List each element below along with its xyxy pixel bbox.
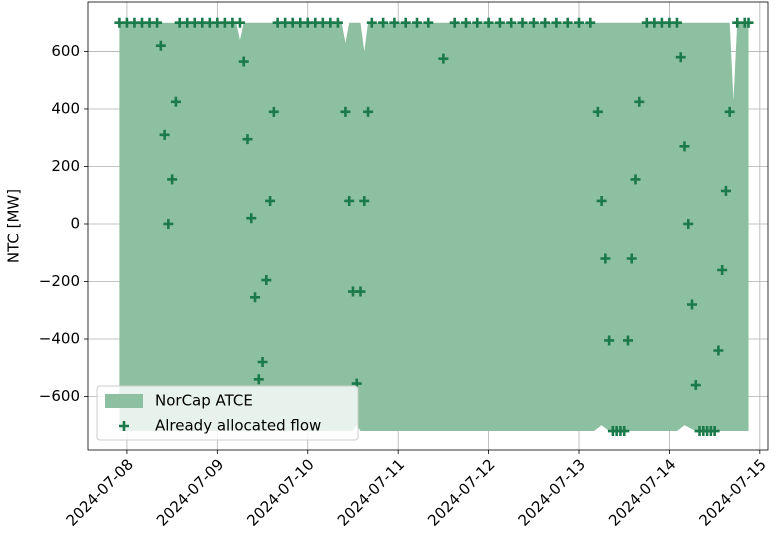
marker [506, 17, 517, 28]
x-tick-label: 2024-07-13 [515, 455, 589, 529]
legend-swatch [105, 394, 143, 408]
marker [585, 17, 596, 28]
legend-marker [119, 421, 129, 431]
marker [724, 106, 735, 117]
marker [483, 17, 494, 28]
marker [600, 253, 611, 264]
x-tick-label: 2024-07-08 [63, 455, 137, 529]
y-tick-label: 200 [51, 157, 80, 175]
x-tick-label: 2024-07-09 [153, 455, 227, 529]
marker [690, 380, 701, 391]
marker [340, 106, 351, 117]
marker [250, 292, 261, 303]
x-tick-label: 2024-07-12 [424, 455, 498, 529]
marker [494, 17, 505, 28]
marker [675, 52, 686, 63]
marker [460, 17, 471, 28]
marker [261, 275, 272, 286]
marker [155, 40, 166, 51]
area [119, 22, 749, 432]
y-tick-label: 400 [51, 99, 80, 117]
y-axis-label: NTC [MW] [5, 189, 23, 263]
marker [671, 17, 682, 28]
marker [366, 17, 377, 28]
marker [592, 106, 603, 117]
plot-frame [87, 1, 769, 451]
x-tick-label: 2024-07-15 [695, 455, 769, 529]
marker [720, 185, 731, 196]
marker [246, 213, 257, 224]
marker [449, 17, 460, 28]
x-tick-label: 2024-07-14 [605, 455, 679, 529]
x-tick-label: 2024-07-10 [243, 455, 317, 529]
marker [562, 17, 573, 28]
marker [355, 286, 366, 297]
marker [709, 426, 720, 437]
marker [163, 218, 174, 229]
marker [683, 218, 694, 229]
marker [743, 17, 754, 28]
marker [170, 96, 181, 107]
marker [167, 174, 178, 185]
marker [238, 56, 249, 67]
y-tick-label: −200 [39, 272, 80, 290]
y-tick-label: −400 [39, 330, 80, 348]
marker [713, 345, 724, 356]
marker [517, 17, 528, 28]
marker [717, 264, 728, 275]
marker [344, 195, 355, 206]
marker [257, 357, 268, 368]
marker [234, 17, 245, 28]
y-tick-label: 600 [51, 42, 80, 60]
marker [438, 53, 449, 64]
legend-box [96, 385, 359, 441]
marker [332, 17, 343, 28]
legend-label: Already allocated flow [155, 417, 321, 435]
marker [619, 426, 630, 437]
marker [423, 17, 434, 28]
marker [540, 17, 551, 28]
y-tick-label: 0 [70, 214, 80, 232]
marker [253, 374, 264, 385]
marker [242, 134, 253, 145]
marker [268, 106, 279, 117]
marker [359, 195, 370, 206]
legend-label: NorCap ATCE [155, 392, 253, 410]
marker [596, 195, 607, 206]
marker [378, 17, 389, 28]
marker [152, 17, 163, 28]
marker [687, 299, 698, 310]
data [114, 17, 754, 437]
marker [634, 96, 645, 107]
y-tick-label: −600 [39, 387, 80, 405]
marker [472, 17, 483, 28]
marker [400, 17, 411, 28]
marker [528, 17, 539, 28]
marker [679, 141, 690, 152]
marker [551, 17, 562, 28]
marker [412, 17, 423, 28]
marker [622, 335, 633, 346]
marker [604, 335, 615, 346]
marker [574, 17, 585, 28]
marker [363, 106, 374, 117]
marker [389, 17, 400, 28]
marker [626, 253, 637, 264]
marker [159, 129, 170, 140]
marker [630, 174, 641, 185]
marker [265, 195, 276, 206]
x-tick-label: 2024-07-11 [334, 455, 408, 529]
